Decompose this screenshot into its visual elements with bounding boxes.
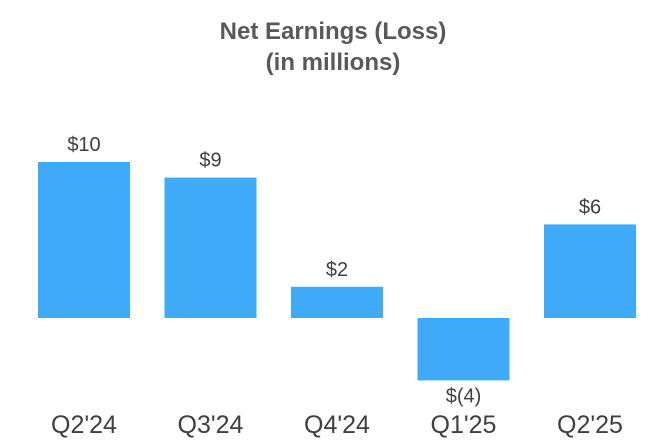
bar-2 (291, 286, 383, 318)
data-label-0: $10 (67, 134, 100, 156)
x-tick-label-4: Q2'25 (557, 411, 623, 439)
data-label-3: $(4) (446, 385, 482, 407)
bar-4 (544, 224, 636, 318)
chart-title: Net Earnings (Loss) (in millions) (220, 18, 447, 76)
x-tick-label-1: Q3'24 (178, 411, 244, 439)
x-tick-label-2: Q4'24 (304, 411, 370, 439)
data-label-4: $6 (579, 196, 601, 218)
x-tick-label-3: Q1'25 (431, 411, 497, 439)
bar-0 (38, 162, 130, 318)
chart-title-line-1: Net Earnings (Loss) (220, 18, 447, 45)
x-tick-label-0: Q2'24 (51, 411, 117, 439)
data-labels-group: $10 $9 $2 $(4) $6 (67, 134, 601, 407)
bar-3 (417, 318, 510, 381)
chart-title-line-2: (in millions) (266, 49, 401, 76)
bars-group (38, 162, 636, 381)
data-label-2: $2 (326, 259, 348, 281)
bar-1 (164, 177, 257, 318)
x-axis-tick-labels: Q2'24 Q3'24 Q4'24 Q1'25 Q2'25 (51, 411, 623, 439)
data-label-1: $9 (199, 150, 221, 172)
